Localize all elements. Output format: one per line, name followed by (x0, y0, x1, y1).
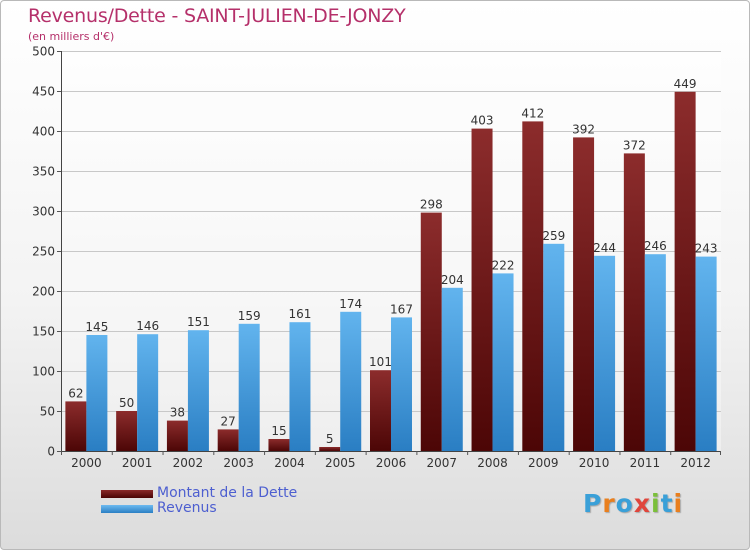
logo-letter: i (673, 489, 684, 518)
bar-revenue (492, 273, 514, 451)
x-tick-label: 2009 (528, 456, 559, 470)
x-tick-label: 2004 (274, 456, 305, 470)
data-label-debt: 27 (221, 414, 236, 428)
x-tick-label: 2003 (223, 456, 254, 470)
data-label-debt: 403 (471, 114, 494, 128)
logo-letter: r (602, 489, 616, 518)
x-tick-label: 2002 (173, 456, 204, 470)
bar-revenue (238, 323, 260, 451)
bar-revenue (137, 334, 159, 451)
bar-revenue (391, 317, 412, 451)
x-tick-label: 2010 (579, 456, 610, 470)
bar-revenue (86, 335, 108, 451)
data-label-revenue: 161 (289, 307, 312, 321)
y-tick-label: 50 (40, 405, 55, 419)
data-label-revenue: 243 (695, 242, 718, 256)
bar-debt (319, 447, 341, 451)
y-tick-label: 500 (32, 45, 55, 59)
x-tick-label: 2011 (630, 456, 661, 470)
data-label-revenue: 167 (390, 302, 413, 316)
logo-letter: P (583, 489, 603, 518)
x-tick-label: 2000 (71, 456, 102, 470)
bar-debt (573, 137, 595, 451)
data-label-revenue: 145 (85, 320, 108, 334)
bar-revenue (289, 322, 311, 451)
logo-letter: o (615, 489, 634, 518)
data-label-debt: 298 (420, 198, 443, 212)
bar-debt (65, 401, 87, 451)
bar-debt (166, 420, 188, 451)
bar-revenue (340, 311, 362, 451)
data-label-revenue: 222 (492, 258, 515, 272)
data-label-revenue: 246 (644, 239, 667, 253)
y-tick-label: 150 (32, 325, 55, 339)
proxiti-logo: Proxiti (583, 489, 683, 518)
y-tick-label: 350 (32, 165, 55, 179)
data-label-revenue: 159 (238, 309, 261, 323)
x-tick-label: 2012 (680, 456, 711, 470)
y-tick-label: 200 (32, 285, 55, 299)
chart-title: Revenus/Dette - SAINT-JULIEN-DE-JONZY (28, 5, 406, 27)
bar-debt (471, 128, 493, 451)
y-tick-label: 250 (32, 245, 55, 259)
data-label-debt: 15 (271, 424, 286, 438)
logo-letter: i (651, 489, 661, 518)
bar-revenue (644, 254, 666, 451)
bar-revenue (187, 330, 209, 451)
y-tick-label: 400 (32, 125, 55, 139)
bar-revenue (441, 287, 463, 451)
x-tick-label: 2008 (477, 456, 508, 470)
bar-debt (217, 429, 239, 451)
bar-debt (674, 91, 696, 452)
data-label-revenue: 146 (136, 319, 159, 333)
legend-label-debt: Montant de la Dette (157, 485, 298, 501)
bar-debt (116, 411, 138, 451)
bar-revenue (543, 243, 565, 451)
bar-debt (370, 370, 391, 451)
data-label-debt: 5 (326, 432, 334, 446)
bar-revenue (695, 256, 717, 451)
x-tick-label: 2005 (325, 456, 356, 470)
bar-revenue (594, 255, 616, 451)
legend-swatch-debt (101, 490, 153, 498)
logo-letter: x (633, 489, 651, 518)
data-label-debt: 62 (68, 386, 83, 400)
data-label-debt: 449 (674, 77, 697, 91)
data-label-revenue: 174 (339, 297, 362, 311)
data-label-debt: 412 (521, 106, 544, 120)
data-label-debt: 50 (119, 396, 134, 410)
logo-letter: t (660, 489, 674, 518)
data-label-debt: 101 (369, 355, 392, 369)
x-tick-label: 2006 (376, 456, 407, 470)
data-label-debt: 392 (572, 122, 595, 136)
data-label-revenue: 151 (187, 315, 210, 329)
bar-debt (522, 121, 544, 452)
x-tick-label: 2001 (122, 456, 153, 470)
legend-swatch-revenue (101, 505, 153, 513)
data-label-revenue: 244 (593, 241, 616, 255)
y-tick-label: 100 (32, 365, 55, 379)
bar-debt (623, 153, 645, 451)
legend-label-revenue: Revenus (157, 500, 217, 516)
y-tick-label: 0 (47, 445, 55, 459)
data-label-revenue: 204 (441, 273, 464, 287)
data-label-revenue: 259 (542, 229, 565, 243)
bar-debt (420, 212, 442, 451)
bar-debt (268, 439, 290, 451)
data-label-debt: 372 (623, 138, 646, 152)
chart-subtitle: (en milliers d'€) (28, 30, 115, 43)
data-label-debt: 38 (170, 406, 185, 420)
y-tick-label: 300 (32, 205, 55, 219)
y-tick-label: 450 (32, 85, 55, 99)
x-tick-label: 2007 (426, 456, 457, 470)
